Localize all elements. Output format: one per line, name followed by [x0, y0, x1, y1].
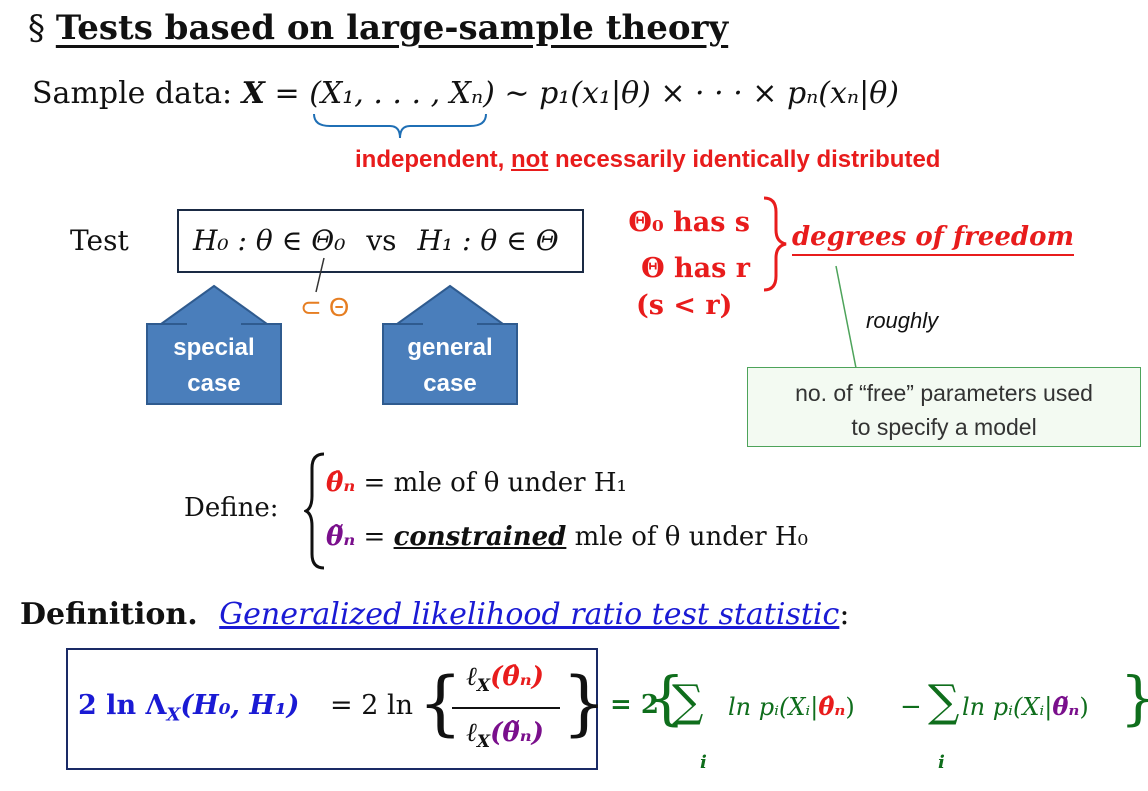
note-part-b: necessarily identically distributed	[548, 146, 941, 173]
frac-left-brace: {	[418, 662, 463, 744]
roughly-label: roughly	[866, 308, 939, 333]
num-ell: ℓ	[466, 662, 477, 692]
den-ell: ℓ	[466, 718, 477, 748]
sample-sim: ∼	[504, 76, 530, 111]
hypothesis-text: H₀ : θ ∈ Θ₀ vs H₁ : θ ∈ Θ	[193, 224, 559, 257]
rhs-left-brace: {	[648, 664, 685, 732]
subset-theta: ⊂ Θ	[300, 292, 350, 322]
h1: H₁ : θ ∈ Θ	[417, 224, 559, 257]
theta-tilde: θ̃ₙ	[326, 522, 356, 552]
frac-right-brace: }	[562, 662, 607, 744]
general-line1: general	[407, 334, 493, 361]
sum2-index: i	[938, 752, 945, 773]
sum2-term: ln pᵢ(Xᵢ|θ̃ₙ)	[962, 692, 1089, 721]
sample-rhs: p₁(x₁|θ) × · · · × pₙ(xₙ|θ)	[539, 76, 899, 111]
num-sub-X: X	[476, 676, 491, 697]
define-line2-eq: =	[363, 522, 386, 552]
define-label: Define:	[184, 493, 279, 523]
definition-colon: :	[839, 597, 850, 632]
dof-line3: (s < r)	[636, 290, 733, 321]
definition-label: Definition.	[20, 597, 198, 632]
sample-X: X	[241, 76, 265, 111]
define-line1-rest: = mle of θ under H₁	[363, 468, 627, 498]
sum1-lnp: ln pᵢ(Xᵢ|	[728, 693, 819, 721]
sum1-symbol: ∑	[672, 676, 704, 727]
general-line2: case	[423, 370, 477, 397]
general-case-arrow	[381, 284, 519, 406]
hypothesis-box	[177, 209, 584, 273]
fraction-numerator: ℓX(θ̂ₙ)	[450, 662, 560, 696]
rhs-minus: −	[900, 692, 922, 722]
roughly-connector	[835, 265, 857, 369]
independence-note: independent, not necessarily identically…	[355, 146, 940, 174]
sum2-close: )	[1079, 693, 1089, 721]
dof-lines: Θ₀ has s Θ has r	[622, 200, 750, 292]
sum2-theta: θ̃ₙ	[1052, 692, 1080, 721]
lhs-args: (H₀, H₁)	[180, 690, 300, 721]
sample-tuple: (X₁, . . . , Xₙ)	[309, 76, 495, 111]
sample-label: Sample data:	[32, 76, 233, 111]
section-title-text: Tests based on large-sample theory	[55, 8, 729, 48]
fraction-bar	[452, 707, 560, 709]
constrained-word: constrained	[393, 522, 567, 552]
define-line1: θ̂ₙ = mle of θ under H₁	[326, 468, 627, 498]
degrees-of-freedom-label: degrees of freedom	[792, 222, 1074, 256]
special-case-arrow	[145, 284, 283, 406]
dof-line2: Θ has r	[641, 253, 750, 284]
model-note-line1: no. of “free” parameters used	[795, 380, 1093, 406]
eq-2ln: = 2 ln	[330, 690, 413, 721]
underbrace	[313, 113, 487, 139]
define-line2-rest: mle of θ under H₀	[574, 522, 809, 552]
sum1-close: )	[845, 693, 855, 721]
right-brace	[763, 196, 787, 292]
fraction-denominator: ℓX(θ̃ₙ)	[450, 718, 560, 752]
test-label: Test	[70, 224, 129, 257]
lhs-statistic: 2 ln ΛX(H₀, H₁)	[78, 690, 299, 725]
subset-connector	[315, 257, 325, 293]
rhs-start: = 2	[610, 690, 659, 720]
model-note-line2: to specify a model	[851, 414, 1037, 440]
section-title: § Tests based on large-sample theory	[28, 8, 728, 48]
den-arg: (θ̃ₙ)	[490, 718, 544, 748]
glrt-term: Generalized likelihood ratio test statis…	[219, 597, 840, 632]
special-line1: special	[173, 334, 255, 361]
model-note-text: no. of “free” parameters used to specify…	[747, 376, 1141, 444]
num-arg: (θ̂ₙ)	[490, 662, 544, 692]
vs: vs	[366, 224, 397, 257]
sample-eq: =	[274, 76, 300, 111]
sum2-symbol: ∑	[928, 676, 960, 727]
den-sub-X: X	[476, 732, 491, 753]
sum1-theta: θ̂ₙ	[818, 692, 846, 721]
note-part-a: independent,	[355, 146, 511, 173]
model-note-box	[747, 367, 1141, 447]
h0: H₀ : θ ∈ Θ₀	[193, 224, 346, 257]
lhs-sub-X: X	[166, 704, 181, 726]
note-not: not	[511, 146, 549, 173]
left-brace	[304, 452, 325, 570]
definition-line: Definition. Generalized likelihood ratio…	[20, 597, 849, 632]
define-line2: θ̃ₙ = constrained mle of θ under H₀	[326, 522, 808, 552]
sum1-term: ln pᵢ(Xᵢ|θ̂ₙ)	[728, 692, 855, 721]
dof-line1: Θ₀ has s	[628, 207, 750, 238]
rhs-right-brace: }	[1120, 668, 1148, 728]
definition-box	[66, 648, 598, 770]
general-case-label: general case	[381, 330, 519, 402]
sample-data-line: Sample data: X = (X₁, . . . , Xₙ) ∼ p₁(x…	[32, 76, 899, 111]
lhs-2lnLambda: 2 ln Λ	[78, 690, 167, 721]
section-mark: §	[28, 8, 45, 48]
special-line2: case	[187, 370, 241, 397]
special-case-label: special case	[145, 330, 283, 402]
theta-hat: θ̂ₙ	[326, 468, 356, 498]
sum2-lnp: ln pᵢ(Xᵢ|	[962, 693, 1053, 721]
sum1-index: i	[700, 752, 707, 773]
